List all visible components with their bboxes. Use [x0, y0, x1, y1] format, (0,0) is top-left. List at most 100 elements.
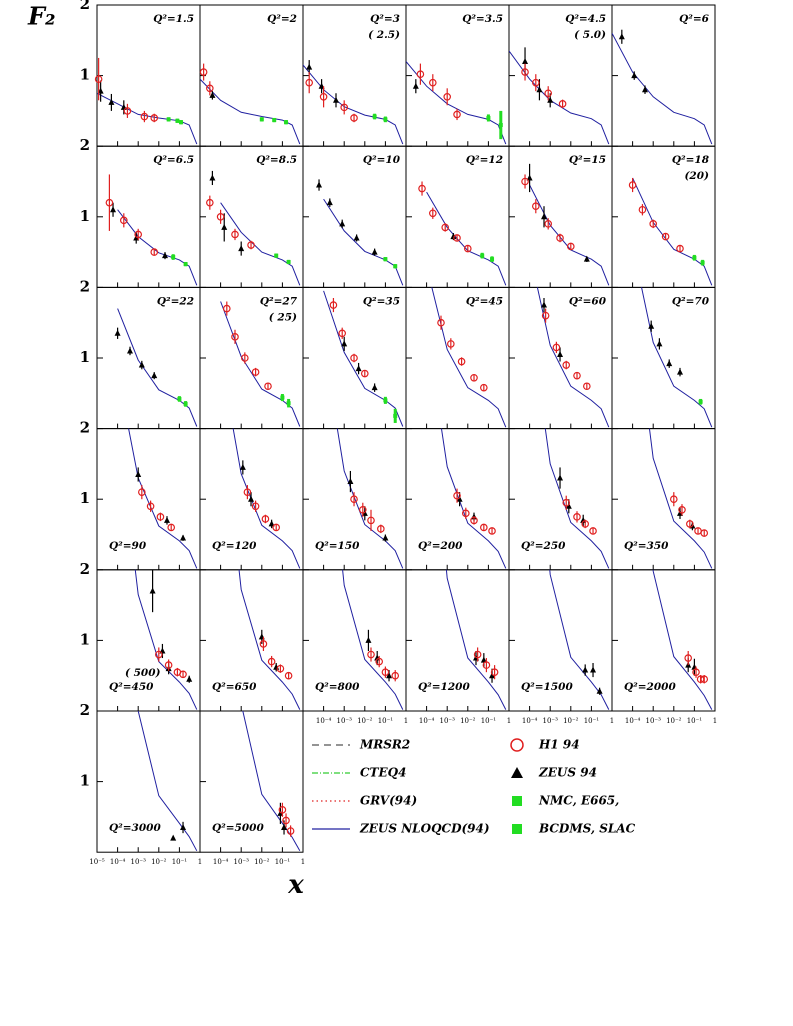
y-tick-label: 1	[80, 489, 90, 507]
h1-point	[282, 813, 290, 828]
q2-label: Q²=250	[521, 540, 566, 552]
theory-curve	[652, 569, 713, 710]
marker	[183, 401, 188, 406]
marker	[698, 399, 703, 404]
q2-label: Q²=650	[212, 681, 257, 693]
h1-point	[381, 666, 390, 678]
h1-point	[206, 195, 214, 210]
y-tick-label: 2	[80, 277, 90, 295]
zeus-point	[180, 534, 187, 541]
panel: Q²=6	[611, 4, 716, 147]
zeus-point	[642, 85, 649, 94]
marker	[155, 650, 163, 659]
zeus-point	[480, 653, 487, 668]
zeus-point	[656, 338, 663, 350]
panel-frame	[611, 145, 716, 288]
marker	[692, 255, 697, 260]
marker	[480, 656, 487, 663]
marker	[146, 502, 155, 511]
marker	[286, 827, 295, 835]
marker	[251, 502, 260, 511]
h1-point	[669, 492, 678, 507]
zeus-point	[590, 662, 597, 678]
y-tick-label: 1	[80, 207, 90, 225]
marker	[216, 213, 225, 221]
h1-point	[155, 647, 163, 662]
fixed-point	[700, 259, 705, 266]
theory-curve	[117, 209, 198, 286]
x-tick-label: 1	[713, 717, 717, 725]
h1-point	[488, 527, 496, 535]
h1-point	[120, 213, 128, 228]
h1-point	[473, 647, 482, 662]
legend-label: H1 94	[538, 738, 580, 752]
marker	[166, 117, 171, 122]
marker	[489, 672, 496, 679]
legend-item: MRSR2	[312, 738, 410, 752]
h1-point	[206, 81, 214, 96]
marker	[223, 304, 231, 313]
h1-point	[164, 659, 173, 671]
marker	[544, 220, 553, 228]
marker	[350, 495, 358, 504]
zeus-point	[186, 675, 193, 683]
marker	[360, 369, 369, 378]
h1-point	[581, 519, 589, 529]
marker	[367, 516, 375, 525]
q2-label: Q²=1500	[521, 681, 573, 693]
zeus-point	[355, 362, 362, 375]
h1-point	[261, 514, 270, 524]
h1-point	[231, 228, 239, 241]
q2-label: Q²=1.5	[153, 13, 194, 25]
marker	[532, 202, 540, 211]
marker	[375, 657, 383, 666]
marker	[377, 525, 385, 533]
h1-point	[544, 218, 553, 230]
marker	[582, 666, 589, 673]
h1-point	[391, 670, 400, 682]
panel: Q²=35	[302, 286, 407, 430]
marker	[108, 98, 115, 105]
marker	[359, 505, 367, 514]
fixed-point	[486, 114, 491, 122]
h1-point	[694, 527, 702, 535]
marker	[140, 112, 149, 121]
marker	[470, 516, 478, 525]
marker	[441, 223, 450, 232]
marker	[382, 534, 389, 541]
theory-curve	[342, 569, 404, 710]
marker	[209, 91, 216, 98]
h1-point	[692, 666, 700, 678]
marker	[453, 491, 461, 500]
h1-point	[241, 352, 249, 364]
x-tick-label: 10⁻⁵	[89, 858, 105, 866]
panel: 1 2 Q²=6.5	[80, 136, 201, 288]
marker	[138, 488, 146, 496]
h1-point	[359, 502, 367, 517]
h1-point	[199, 63, 208, 81]
panel: 10⁻⁴ 10⁻³ 10⁻² 10⁻¹ 1 Q²=2000	[611, 569, 717, 725]
h1-point	[678, 504, 686, 516]
theory-curve	[220, 301, 301, 427]
zeus-point	[582, 664, 589, 676]
marker	[583, 382, 591, 391]
marker	[684, 654, 692, 662]
marker	[280, 395, 285, 400]
x-tick-label: 10⁻³	[336, 717, 352, 725]
zeus-point	[162, 252, 169, 260]
theory-curve	[242, 711, 301, 852]
x-tick-label: 10⁻⁴	[213, 858, 229, 866]
h1-point	[463, 244, 472, 253]
marker	[447, 340, 455, 348]
h1-point	[562, 495, 571, 510]
zeus-point	[221, 213, 228, 242]
panel-frame	[611, 4, 716, 147]
theory-curve	[117, 308, 198, 427]
marker	[453, 110, 461, 119]
marker	[247, 241, 255, 249]
marker	[180, 534, 187, 541]
h1-point	[259, 636, 268, 651]
legend-label: ZEUS NLOQCD(94)	[359, 822, 490, 836]
marker	[416, 70, 425, 78]
zeus-point	[316, 179, 323, 191]
